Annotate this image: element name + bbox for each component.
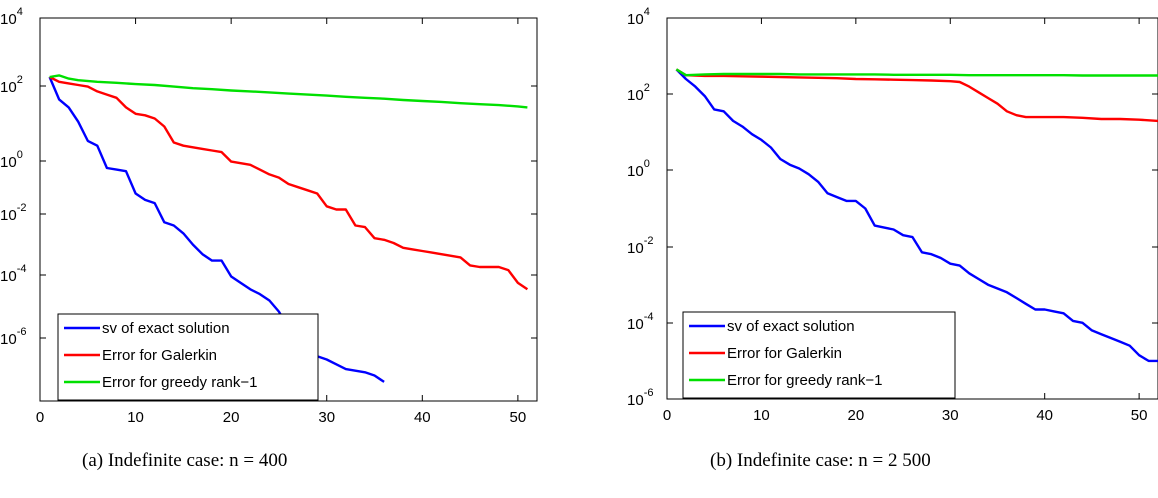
series-line-1: [675, 68, 1158, 123]
y-tick-label: 102: [0, 74, 23, 96]
legend-label-2: Error for greedy rank−1: [727, 372, 883, 389]
series-line-2: [675, 68, 1158, 77]
y-tick-exponent: -4: [644, 311, 654, 323]
x-tick-label: 20: [223, 409, 240, 426]
x-tick-label: 40: [414, 409, 431, 426]
legend-label-0: sv of exact solution: [102, 320, 230, 337]
x-tick-label: 10: [753, 407, 770, 424]
y-tick-exponent: 4: [17, 6, 23, 18]
y-tick-base: 10: [627, 87, 644, 104]
y-tick-exponent: 0: [17, 149, 23, 161]
x-tick-label: 30: [318, 409, 335, 426]
series-line-2: [49, 74, 528, 109]
y-tick-base: 10: [0, 207, 17, 224]
y-tick-exponent: -2: [644, 235, 654, 247]
x-tick-label: 50: [1131, 407, 1148, 424]
x-tick-label: 0: [663, 407, 671, 424]
y-tick-base: 10: [627, 163, 644, 180]
y-tick-exponent: 0: [644, 158, 650, 170]
y-tick-label: 104: [0, 6, 23, 28]
legend-box: [682, 311, 956, 399]
y-tick-exponent: 2: [17, 74, 23, 86]
y-tick-label: 10-6: [0, 326, 26, 348]
legend-label-1: Error for Galerkin: [102, 347, 217, 364]
y-tick-exponent: 2: [644, 82, 650, 94]
y-tick-exponent: 4: [644, 6, 650, 18]
y-tick-label: 10-4: [627, 311, 653, 333]
y-tick-label: 100: [627, 158, 650, 180]
legend: sv of exact solution Error for Galerkin Er…: [682, 311, 956, 399]
chart-caption: (a) Indefinite case: n = 400: [82, 450, 287, 471]
y-tick-base: 10: [0, 79, 17, 96]
y-tick-base: 10: [0, 154, 17, 171]
y-tick-exponent: -2: [17, 202, 27, 214]
series-line-0: [675, 68, 1158, 363]
y-tick-base: 10: [627, 11, 644, 28]
y-tick-base: 10: [0, 11, 17, 28]
plot-area: [39, 17, 538, 402]
chart-caption: (b) Indefinite case: n = 2 500: [710, 450, 931, 471]
y-tick-label: 102: [627, 82, 650, 104]
legend-box: [57, 313, 319, 401]
y-tick-base: 10: [627, 240, 644, 257]
x-tick-label: 20: [848, 407, 865, 424]
y-tick-label: 100: [0, 149, 23, 171]
y-tick-base: 10: [0, 268, 17, 285]
series-line-1: [49, 75, 529, 291]
y-tick-label: 10-2: [627, 235, 653, 257]
y-tick-exponent: -6: [644, 387, 654, 399]
series-line-0: [48, 76, 385, 383]
legend-label-0: sv of exact solution: [727, 318, 855, 335]
x-tick-label: 30: [942, 407, 959, 424]
x-tick-label: 10: [127, 409, 144, 426]
y-tick-label: 10-6: [627, 387, 653, 409]
y-tick-label: 10-4: [0, 263, 26, 285]
legend: sv of exact solution Error for Galerkin Er…: [57, 313, 319, 401]
y-tick-label: 10-2: [0, 202, 26, 224]
y-tick-base: 10: [627, 392, 644, 409]
y-tick-exponent: -6: [17, 326, 27, 338]
plot-area: [666, 17, 1158, 400]
x-tick-label: 50: [510, 409, 527, 426]
legend-label-1: Error for Galerkin: [727, 345, 842, 362]
y-tick-base: 10: [627, 316, 644, 333]
x-tick-label: 40: [1036, 407, 1053, 424]
legend-label-2: Error for greedy rank−1: [102, 374, 258, 391]
y-tick-label: 104: [627, 6, 650, 28]
y-tick-exponent: -4: [17, 263, 27, 275]
x-tick-label: 0: [36, 409, 44, 426]
y-tick-base: 10: [0, 331, 17, 348]
